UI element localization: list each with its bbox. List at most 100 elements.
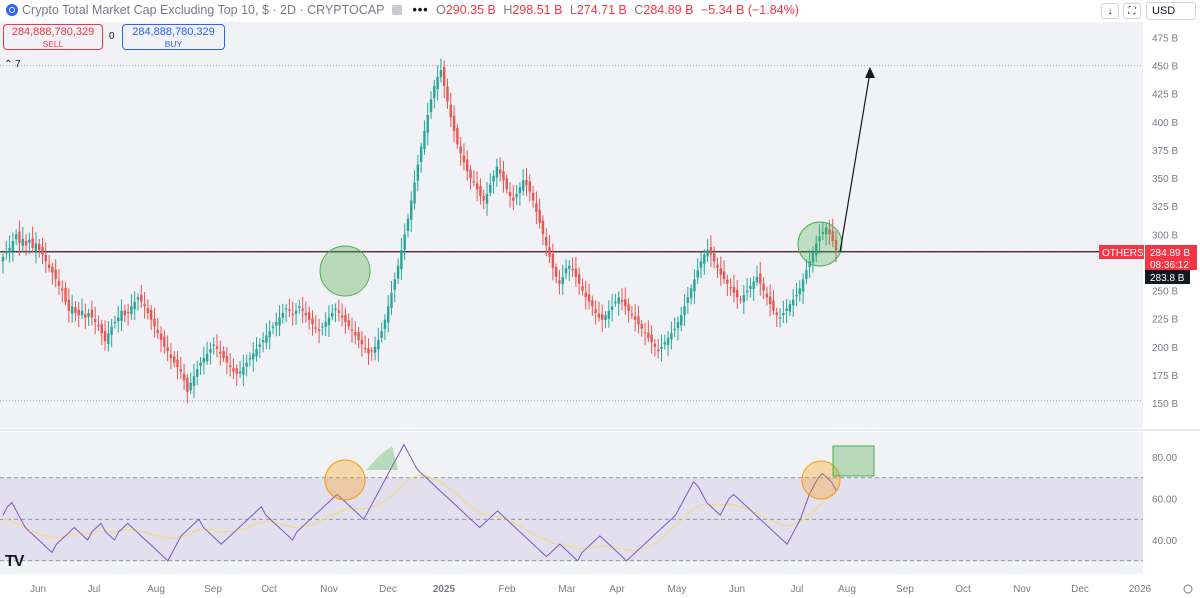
ohlc-open: O290.35 B [436,3,496,17]
price-pane[interactable] [0,22,1143,428]
buy-button[interactable]: 284,888,780,329 BUY [122,24,225,50]
candle-body [252,353,255,360]
candle-body [749,286,752,289]
candle-body [545,236,548,246]
candle-body [538,209,541,224]
candle-body [719,268,722,275]
candle-body [97,324,100,327]
candle-body [354,332,357,336]
arrow-down-icon[interactable]: ↓ [1101,3,1119,19]
candle-body [686,297,690,303]
candle-body [564,268,568,274]
candle-body [301,308,304,311]
price-tick-label: 325 B [1152,202,1178,213]
rsi-tick-label: 60.00 [1152,495,1177,506]
candle-body [258,344,262,347]
more-icon[interactable]: ••• [412,3,429,17]
candle-body [703,254,706,264]
candle-body [472,181,476,183]
time-tick-label: Feb [498,584,516,595]
candle-body [657,349,660,352]
candle-body [228,365,232,368]
candle-body [47,264,51,269]
candle-body [225,356,229,363]
fullscreen-icon[interactable]: ⛶ [1123,3,1141,19]
candle-body [831,231,834,242]
countdown-label: 08:36:12 [1150,260,1189,271]
candle-body [614,301,617,304]
candle-body [815,243,818,256]
candle-body [795,295,798,297]
candle-body [498,169,502,174]
candle-body [248,358,252,360]
candle-body [360,339,364,345]
candle-body [344,314,347,323]
candle-body [120,310,123,321]
candle-body [383,319,387,329]
sell-value: 284,888,780,329 [11,26,95,38]
candle-body [5,251,8,254]
candle-body [380,331,383,338]
candle-body [673,328,676,331]
time-tick-label: Jul [88,584,101,595]
rsi-pane[interactable] [0,432,1143,574]
candle-body [87,313,90,317]
candle-body [512,197,515,201]
time-tick-label: Jun [30,584,46,595]
candle-body [597,313,601,318]
candle-body [205,353,209,362]
candle-body [215,346,219,350]
spread-value: 0 [109,31,115,42]
candle-body [308,312,311,320]
candle-body [466,159,469,172]
candle-body [462,155,466,163]
candle-body [587,294,591,302]
candle-body [84,314,87,318]
time-tick-label: Jun [729,584,745,595]
candle-body [785,308,788,311]
price-tick-label: 425 B [1152,90,1178,101]
candle-body [182,373,186,381]
candle-body [317,329,321,332]
candle-body [617,297,620,304]
candle-body [591,300,594,307]
candle-body [568,265,571,269]
candle-body [146,308,150,314]
candle-body [136,297,140,300]
currency-select[interactable]: USD [1146,2,1196,20]
candle-body [650,334,653,343]
candle-body [90,309,94,318]
candle-body [824,227,828,235]
price-tick-label: 225 B [1152,315,1178,326]
candle-body [604,315,607,321]
candle-body [706,250,709,257]
rsi-tick-label: 80.00 [1152,453,1177,464]
candle-body [61,288,64,291]
settings-gear-icon [1183,584,1193,594]
rsi-circle-left [324,459,366,501]
candle-body [41,246,44,255]
time-tick-label: Nov [1013,584,1031,595]
candle-body [676,322,680,329]
rsi-line [2,443,837,562]
time-tick-label: Aug [838,584,856,595]
candle-body [594,309,597,314]
candle-body [74,307,77,314]
candle-body [808,261,811,268]
last-price-label: 284.89 B [1150,248,1190,259]
candle-body [410,200,413,220]
price-tick-label: 375 B [1152,146,1178,157]
candle-body [633,316,637,320]
symbol-info[interactable]: Crypto Total Market Cap Excluding Top 10… [6,3,799,17]
candle-body [620,299,624,302]
rsi-ma-line [3,475,837,551]
visibility-icon[interactable] [392,5,403,15]
candle-body [696,270,699,278]
candle-body [113,322,117,324]
candle-body [801,279,805,292]
sell-button[interactable]: 284,888,780,329 SELL [3,24,103,50]
candle-body [442,66,446,86]
candle-body [541,220,545,235]
indicators-toggle[interactable]: ⌃ 7 [4,59,21,70]
